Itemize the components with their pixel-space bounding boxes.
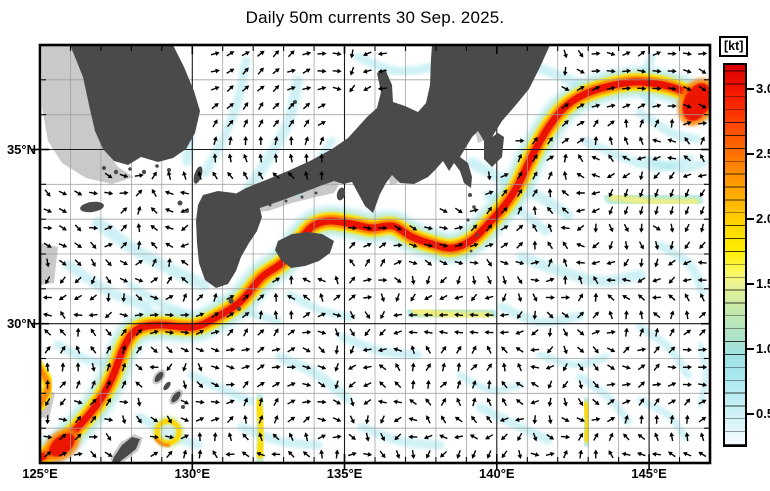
colorbar-tick-label: 2.0 xyxy=(756,211,770,227)
colorbar-tick-mark xyxy=(747,413,754,416)
colorbar-tick-label: 1.0 xyxy=(756,341,770,357)
colorbar-tick-label: 1.5 xyxy=(756,276,770,292)
colorbar-tick-mark xyxy=(747,88,754,91)
colorbar-tick-mark xyxy=(747,283,754,286)
west-edge-meander xyxy=(40,358,54,411)
colorbar-tick-mark xyxy=(747,218,754,221)
lon-tick-label: 135°E xyxy=(326,466,363,481)
countercurrent-east xyxy=(604,189,703,211)
kuroshio-current-band xyxy=(40,66,710,463)
lat-tick-label: 35°N xyxy=(6,141,36,157)
izu-island xyxy=(475,233,479,237)
countercurrent-south xyxy=(407,302,497,325)
lon-tick-label: 125°E xyxy=(22,466,58,481)
lon-tick-label: 145°E xyxy=(631,466,667,481)
izu-island xyxy=(468,193,472,197)
island-jeju xyxy=(80,201,104,213)
map-layers xyxy=(40,45,710,463)
island-okinawa xyxy=(112,437,140,463)
colorbar-tick-label: 2.5 xyxy=(756,146,770,162)
landmass-honshu xyxy=(230,45,550,213)
island-sado xyxy=(430,63,444,75)
yellow-streak-southeast xyxy=(577,397,597,447)
current-arrows xyxy=(42,49,708,460)
izu-island xyxy=(469,249,473,253)
izu-island xyxy=(472,205,476,209)
colorbar-unit-label: [kt] xyxy=(719,36,749,57)
island-amami xyxy=(154,371,164,383)
island-awaji xyxy=(336,187,346,201)
map-frame xyxy=(32,43,712,470)
landmass-korea xyxy=(70,45,200,165)
landmasses xyxy=(70,45,550,463)
colorbar-tick-mark xyxy=(747,153,754,156)
colorbar-tick-mark xyxy=(747,348,754,351)
lon-tick-label: 130°E xyxy=(174,466,211,481)
colorbar-tick-label: 0.5 xyxy=(756,406,770,422)
lat-tick-label: 30°N xyxy=(6,315,36,331)
izu-island xyxy=(466,218,470,222)
landmass-shikoku xyxy=(275,232,334,268)
lon-tick-label: 140°E xyxy=(479,466,515,481)
colorbar xyxy=(723,63,747,447)
map-title: Daily 50m currents 30 Sep. 2025. xyxy=(245,8,505,27)
colorbar-tick-label: 3.0 xyxy=(756,81,770,97)
warm-eddy-ring xyxy=(152,416,184,448)
landmass-kyushu xyxy=(196,191,262,288)
yellow-streak-okinawa-east xyxy=(249,394,272,463)
